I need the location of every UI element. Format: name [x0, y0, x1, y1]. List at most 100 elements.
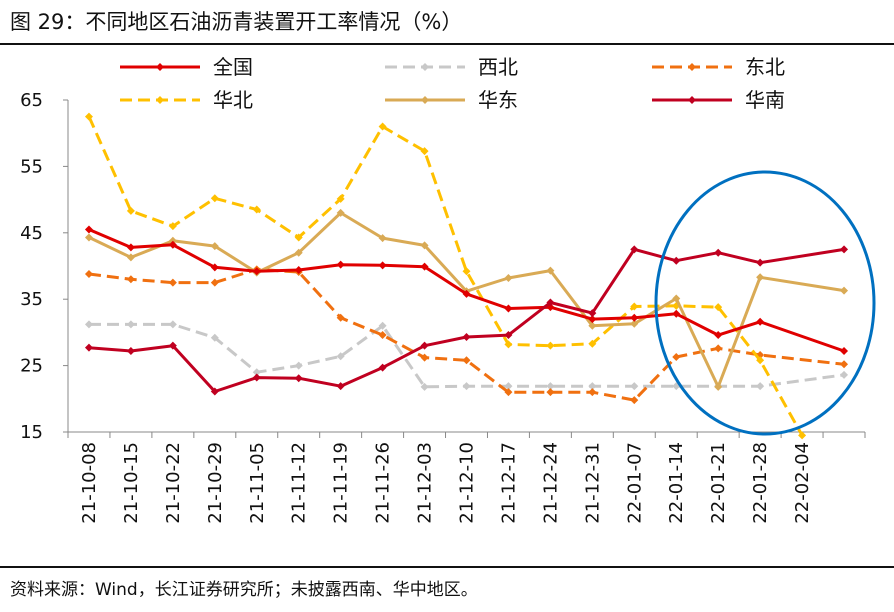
series-西北	[84, 320, 849, 391]
data-point	[210, 242, 219, 251]
data-point	[840, 370, 849, 379]
data-point	[840, 245, 849, 254]
data-point	[672, 352, 681, 361]
data-point	[504, 382, 513, 391]
data-point	[462, 333, 471, 342]
data-point	[294, 233, 303, 242]
legend-label: 华东	[478, 88, 518, 112]
legend-label: 西北	[478, 55, 518, 79]
legend-marker	[421, 96, 429, 104]
data-point	[294, 248, 303, 257]
data-point	[84, 225, 93, 234]
x-tick-label: 21-12-10	[457, 442, 478, 524]
data-point	[714, 248, 723, 257]
data-point	[294, 374, 303, 383]
data-point	[336, 194, 345, 203]
chart-title: 图 29：不同地区石油沥青装置开工率情况（%）	[10, 10, 463, 34]
data-point	[462, 382, 471, 391]
data-point	[546, 341, 555, 350]
data-point	[630, 302, 639, 311]
legend-item-全国: 全国	[120, 55, 253, 79]
x-tick-label: 21-11-26	[373, 442, 394, 524]
legend-item-东北: 东北	[652, 55, 785, 79]
legend-item-华北: 华北	[120, 88, 253, 112]
data-point	[126, 206, 135, 215]
x-tick-label: 21-12-03	[415, 442, 436, 524]
data-point	[546, 298, 555, 307]
title-rule	[0, 43, 894, 45]
x-tick-label: 21-10-08	[79, 442, 100, 524]
y-tick-label: 35	[20, 289, 43, 310]
legend-label: 华南	[745, 88, 785, 112]
series-line	[88, 228, 845, 353]
data-point	[420, 262, 429, 271]
data-point	[588, 382, 597, 391]
data-point	[420, 353, 429, 362]
x-tick-label: 22-01-14	[666, 442, 687, 524]
data-point	[420, 241, 429, 250]
y-tick-label: 15	[20, 422, 43, 443]
series-华北	[84, 112, 807, 440]
data-point	[672, 309, 681, 318]
x-tick-label: 21-10-29	[205, 442, 226, 524]
x-tick-label: 21-10-15	[121, 442, 142, 524]
data-point	[840, 360, 849, 369]
legend-marker	[421, 63, 429, 71]
x-tick-label: 21-11-05	[247, 442, 268, 524]
x-tick-label: 22-01-07	[624, 442, 645, 524]
data-point	[126, 243, 135, 252]
legend-label: 东北	[745, 55, 785, 79]
data-point	[504, 331, 513, 340]
data-point	[630, 245, 639, 254]
data-point	[84, 343, 93, 352]
data-point	[462, 356, 471, 365]
x-tick-label: 22-01-28	[750, 442, 771, 524]
data-point	[504, 273, 513, 282]
data-point	[546, 382, 555, 391]
x-tick-label: 21-12-17	[498, 442, 519, 524]
data-point	[378, 331, 387, 340]
highlight-ellipse	[654, 170, 876, 436]
data-point	[630, 382, 639, 391]
data-point	[126, 346, 135, 355]
data-point	[84, 112, 93, 121]
y-tick-label: 45	[20, 223, 43, 244]
data-point	[756, 258, 765, 267]
data-point	[84, 269, 93, 278]
data-point	[756, 317, 765, 326]
data-point	[210, 194, 219, 203]
data-point	[294, 361, 303, 370]
footer-rule	[0, 566, 894, 568]
legend-item-华东: 华东	[385, 88, 518, 112]
data-point	[84, 233, 93, 242]
data-point	[504, 304, 513, 313]
data-point	[252, 267, 261, 276]
data-point	[126, 320, 135, 329]
y-tick-label: 55	[20, 156, 43, 177]
series-line	[88, 211, 845, 389]
data-point	[168, 278, 177, 287]
legend-label: 华北	[213, 88, 253, 112]
data-point	[840, 346, 849, 355]
data-point	[252, 205, 261, 214]
series-line	[88, 267, 845, 402]
data-point	[378, 261, 387, 270]
data-point	[420, 147, 429, 156]
data-point	[84, 320, 93, 329]
data-point	[756, 273, 765, 282]
data-point	[210, 387, 219, 396]
data-point	[378, 321, 387, 330]
series-line	[89, 322, 845, 389]
legend-marker	[156, 96, 164, 104]
x-tick-label: 22-02-04	[792, 442, 813, 524]
data-point	[126, 275, 135, 284]
legend-item-华南: 华南	[652, 88, 785, 112]
data-point	[714, 303, 723, 312]
series-line	[87, 115, 804, 437]
data-point	[588, 315, 597, 324]
data-point	[504, 388, 513, 397]
data-point	[252, 368, 261, 377]
x-tick-label: 21-12-31	[582, 442, 603, 524]
data-point	[462, 289, 471, 298]
